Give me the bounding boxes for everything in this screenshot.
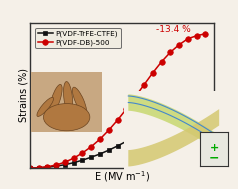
Line: P(VDF-TrFE-CTFE): P(VDF-TrFE-CTFE) <box>28 124 173 170</box>
P(VDF-TrFE-CTFE) <box>81 159 84 161</box>
P(VDF-DB)-500 <box>195 35 198 37</box>
P(VDF-DB)-500 <box>90 146 93 148</box>
Polygon shape <box>128 109 219 167</box>
P(VDF-TrFE-CTFE) <box>134 135 137 137</box>
P(VDF-DB)-500 <box>46 166 49 168</box>
P(VDF-TrFE-CTFE) <box>151 127 154 130</box>
P(VDF-TrFE-CTFE) <box>64 163 66 166</box>
P(VDF-TrFE-CTFE) <box>28 167 31 169</box>
P(VDF-DB)-500 <box>143 84 145 86</box>
P(VDF-DB)-500 <box>125 108 128 110</box>
P(VDF-DB)-500 <box>107 129 110 131</box>
P(VDF-DB)-500 <box>116 119 119 121</box>
P(VDF-DB)-500 <box>204 33 207 35</box>
P(VDF-DB)-500 <box>134 96 137 98</box>
P(VDF-TrFE-CTFE) <box>107 149 110 151</box>
Text: -4.2%: -4.2% <box>139 115 170 126</box>
Text: −: − <box>209 151 219 164</box>
P(VDF-DB)-500 <box>178 44 180 46</box>
P(VDF-TrFE-CTFE) <box>55 165 58 167</box>
P(VDF-DB)-500 <box>169 51 172 53</box>
Line: P(VDF-DB)-500: P(VDF-DB)-500 <box>27 31 208 171</box>
Legend: P(VDF-TrFE-CTFE), P(VDF-DB)-500: P(VDF-TrFE-CTFE), P(VDF-DB)-500 <box>35 28 121 48</box>
P(VDF-DB)-500 <box>55 164 58 166</box>
X-axis label: E (MV m$^{-1}$): E (MV m$^{-1}$) <box>94 170 150 184</box>
Ellipse shape <box>72 87 87 115</box>
P(VDF-TrFE-CTFE) <box>169 125 172 127</box>
Ellipse shape <box>64 81 73 113</box>
P(VDF-DB)-500 <box>99 138 101 140</box>
P(VDF-DB)-500 <box>72 157 75 159</box>
P(VDF-DB)-500 <box>160 61 163 63</box>
P(VDF-DB)-500 <box>64 161 66 163</box>
P(VDF-TrFE-CTFE) <box>72 162 75 164</box>
P(VDF-DB)-500 <box>37 167 40 169</box>
P(VDF-DB)-500 <box>28 167 31 169</box>
P(VDF-TrFE-CTFE) <box>46 166 49 168</box>
P(VDF-TrFE-CTFE) <box>125 140 128 143</box>
P(VDF-TrFE-CTFE) <box>99 153 101 155</box>
Polygon shape <box>128 94 219 152</box>
P(VDF-DB)-500 <box>151 72 154 74</box>
P(VDF-DB)-500 <box>186 38 189 40</box>
Y-axis label: Strains (%): Strains (%) <box>18 68 28 122</box>
P(VDF-DB)-500 <box>81 152 84 154</box>
Ellipse shape <box>50 84 62 114</box>
P(VDF-TrFE-CTFE) <box>90 156 93 158</box>
P(VDF-TrFE-CTFE) <box>116 145 119 147</box>
Ellipse shape <box>37 97 54 116</box>
P(VDF-TrFE-CTFE) <box>37 167 40 169</box>
Text: +: + <box>210 143 219 153</box>
P(VDF-TrFE-CTFE) <box>143 130 145 133</box>
Ellipse shape <box>43 104 90 131</box>
P(VDF-TrFE-CTFE) <box>160 125 163 128</box>
Text: -13.4 %: -13.4 % <box>156 25 191 34</box>
